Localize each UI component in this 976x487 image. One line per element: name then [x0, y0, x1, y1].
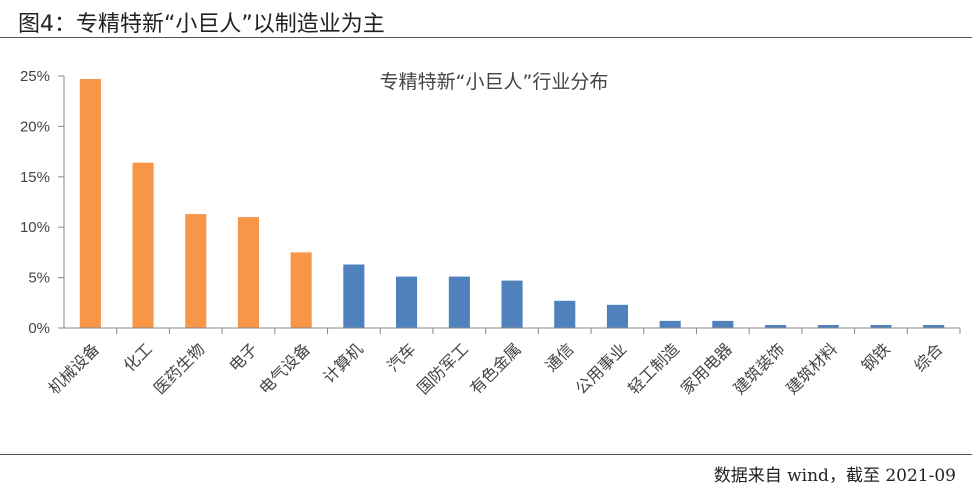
y-axis-ticks: 0% 5% 10% 15% 20% 25%	[20, 68, 65, 337]
y-tick-label: 15%	[20, 169, 50, 186]
figure-frame	[0, 37, 972, 455]
x-tick-label: 建筑装饰	[730, 339, 789, 398]
bar-12	[659, 320, 681, 328]
x-tick-label: 化工	[120, 339, 156, 375]
x-tick-label: 公用事业	[572, 339, 631, 398]
y-tick-label: 20%	[20, 118, 50, 135]
bar-15	[817, 325, 839, 328]
x-tick-label: 电气设备	[255, 339, 314, 398]
bar-3	[185, 214, 207, 328]
bar-14	[765, 325, 787, 328]
bar-10	[554, 300, 576, 328]
x-tick-label: 电子	[225, 339, 261, 375]
x-tick-label: 有色金属	[466, 339, 525, 398]
y-tick-label: 0%	[28, 320, 50, 337]
x-tick-label: 钢铁	[858, 339, 894, 375]
bars	[79, 79, 945, 328]
bar-2	[132, 162, 154, 328]
y-tick-label: 5%	[28, 270, 50, 287]
bar-7	[396, 276, 418, 328]
y-tick-label: 25%	[20, 68, 50, 85]
x-tick-label: 综合	[910, 339, 946, 375]
x-tick-label: 轻工制造	[624, 339, 683, 398]
bar-11	[606, 304, 628, 328]
bar-17	[923, 325, 945, 328]
x-tick-label: 计算机	[319, 339, 366, 386]
chart-title: 专精特新“小巨人”行业分布	[380, 71, 609, 93]
bar-13	[712, 320, 734, 328]
x-tick-label: 医药生物	[150, 339, 209, 398]
x-tick-label: 汽车	[383, 339, 419, 375]
bar-5	[290, 252, 312, 328]
bar-6	[343, 264, 365, 328]
bar-1	[79, 79, 101, 328]
bar-8	[448, 276, 470, 328]
bar-9	[501, 280, 523, 328]
y-tick-label: 10%	[20, 219, 50, 236]
source-note: 数据来自 wind，截至 2021-09	[713, 466, 956, 486]
bar-16	[870, 325, 892, 328]
figure-title: 图4：专精特新“小巨人”以制造业为主	[18, 12, 385, 37]
x-tick-label: 国防军工	[413, 339, 472, 398]
x-tick-label: 机械设备	[44, 339, 103, 398]
x-tick-label: 家用电器	[677, 339, 736, 398]
x-tick-label: 通信	[541, 339, 577, 375]
x-tick-label: 建筑材料	[782, 339, 841, 398]
bar-4	[237, 217, 259, 328]
